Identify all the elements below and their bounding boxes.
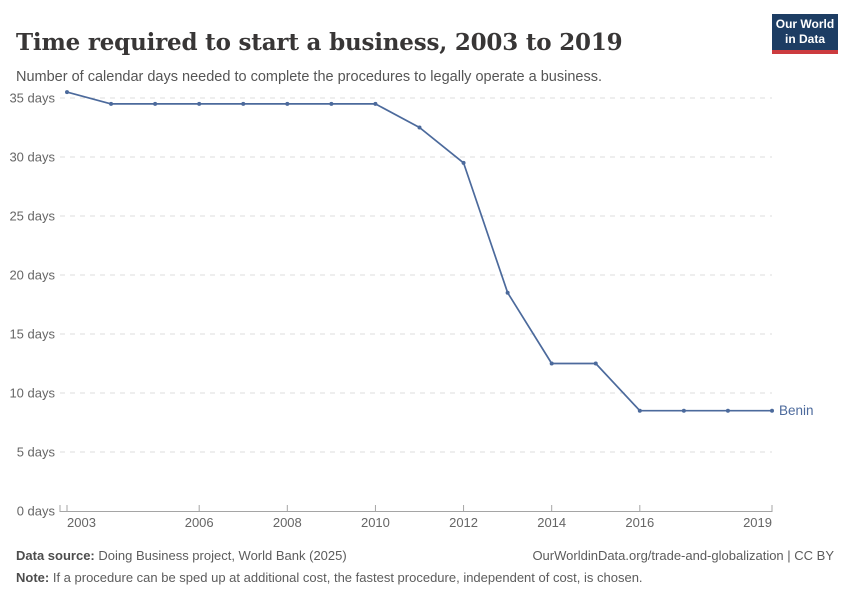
data-point[interactable] [637, 408, 642, 413]
data-source: Data source: Doing Business project, Wor… [16, 548, 347, 565]
y-axis-tick-label: 15 days [9, 327, 55, 342]
x-axis-tick-label: 2016 [625, 515, 654, 530]
chart-subtitle: Number of calendar days needed to comple… [16, 68, 602, 85]
data-point[interactable] [505, 290, 510, 295]
entity-label[interactable]: Benin [779, 403, 814, 418]
x-axis-tick-label: 2003 [67, 515, 96, 530]
owid-logo-line1: Our World [775, 17, 835, 32]
owid-citation-link[interactable]: OurWorldinData.org/trade-and-globalizati… [532, 548, 834, 563]
data-point[interactable] [65, 90, 69, 95]
x-axis-tick-label: 2014 [537, 515, 566, 530]
y-axis-tick-label: 10 days [9, 386, 55, 401]
data-point[interactable] [241, 101, 246, 106]
data-point[interactable] [109, 101, 114, 106]
data-point[interactable] [329, 101, 334, 106]
data-point[interactable] [549, 361, 554, 366]
y-axis-tick-label: 0 days [17, 504, 56, 519]
note-label: Note: [16, 569, 50, 585]
data-point[interactable] [197, 101, 202, 106]
page-title: Time required to start a business, 2003 … [16, 29, 623, 57]
y-axis-tick-label: 20 days [9, 268, 55, 283]
owid-logo[interactable]: Our World in Data [772, 14, 838, 54]
data-point[interactable] [681, 408, 686, 413]
x-axis-tick-label: 2006 [185, 515, 214, 530]
note-text: If a procedure can be sped up at additio… [49, 569, 643, 585]
data-source-label: Data source: [16, 548, 95, 563]
y-axis-tick-label: 30 days [9, 150, 55, 165]
data-point[interactable] [153, 101, 158, 106]
series-line [66, 91, 772, 412]
data-point[interactable] [593, 361, 598, 366]
x-axis-tick-label: 2008 [273, 515, 302, 530]
data-point[interactable] [770, 408, 774, 413]
data-source-text: Doing Business project, World Bank (2025… [94, 548, 347, 563]
x-axis-tick-label: 2012 [449, 515, 478, 530]
x-axis-tick-label: 2019 [743, 515, 772, 530]
y-axis-tick-label: 25 days [9, 209, 55, 224]
data-point[interactable] [285, 101, 290, 106]
y-axis-tick-label: 35 days [9, 91, 55, 106]
x-axis-tick-label: 2010 [361, 515, 390, 530]
owid-logo-line2: in Data [784, 32, 825, 46]
y-axis-tick-label: 5 days [17, 445, 56, 460]
data-point[interactable] [417, 125, 422, 130]
data-point[interactable] [373, 101, 378, 106]
chart-footer: Data source: Doing Business project, Wor… [16, 548, 834, 587]
data-point[interactable] [461, 160, 466, 165]
chart-note: Note: If a procedure can be sped up at a… [16, 570, 834, 587]
data-point[interactable] [725, 408, 730, 413]
